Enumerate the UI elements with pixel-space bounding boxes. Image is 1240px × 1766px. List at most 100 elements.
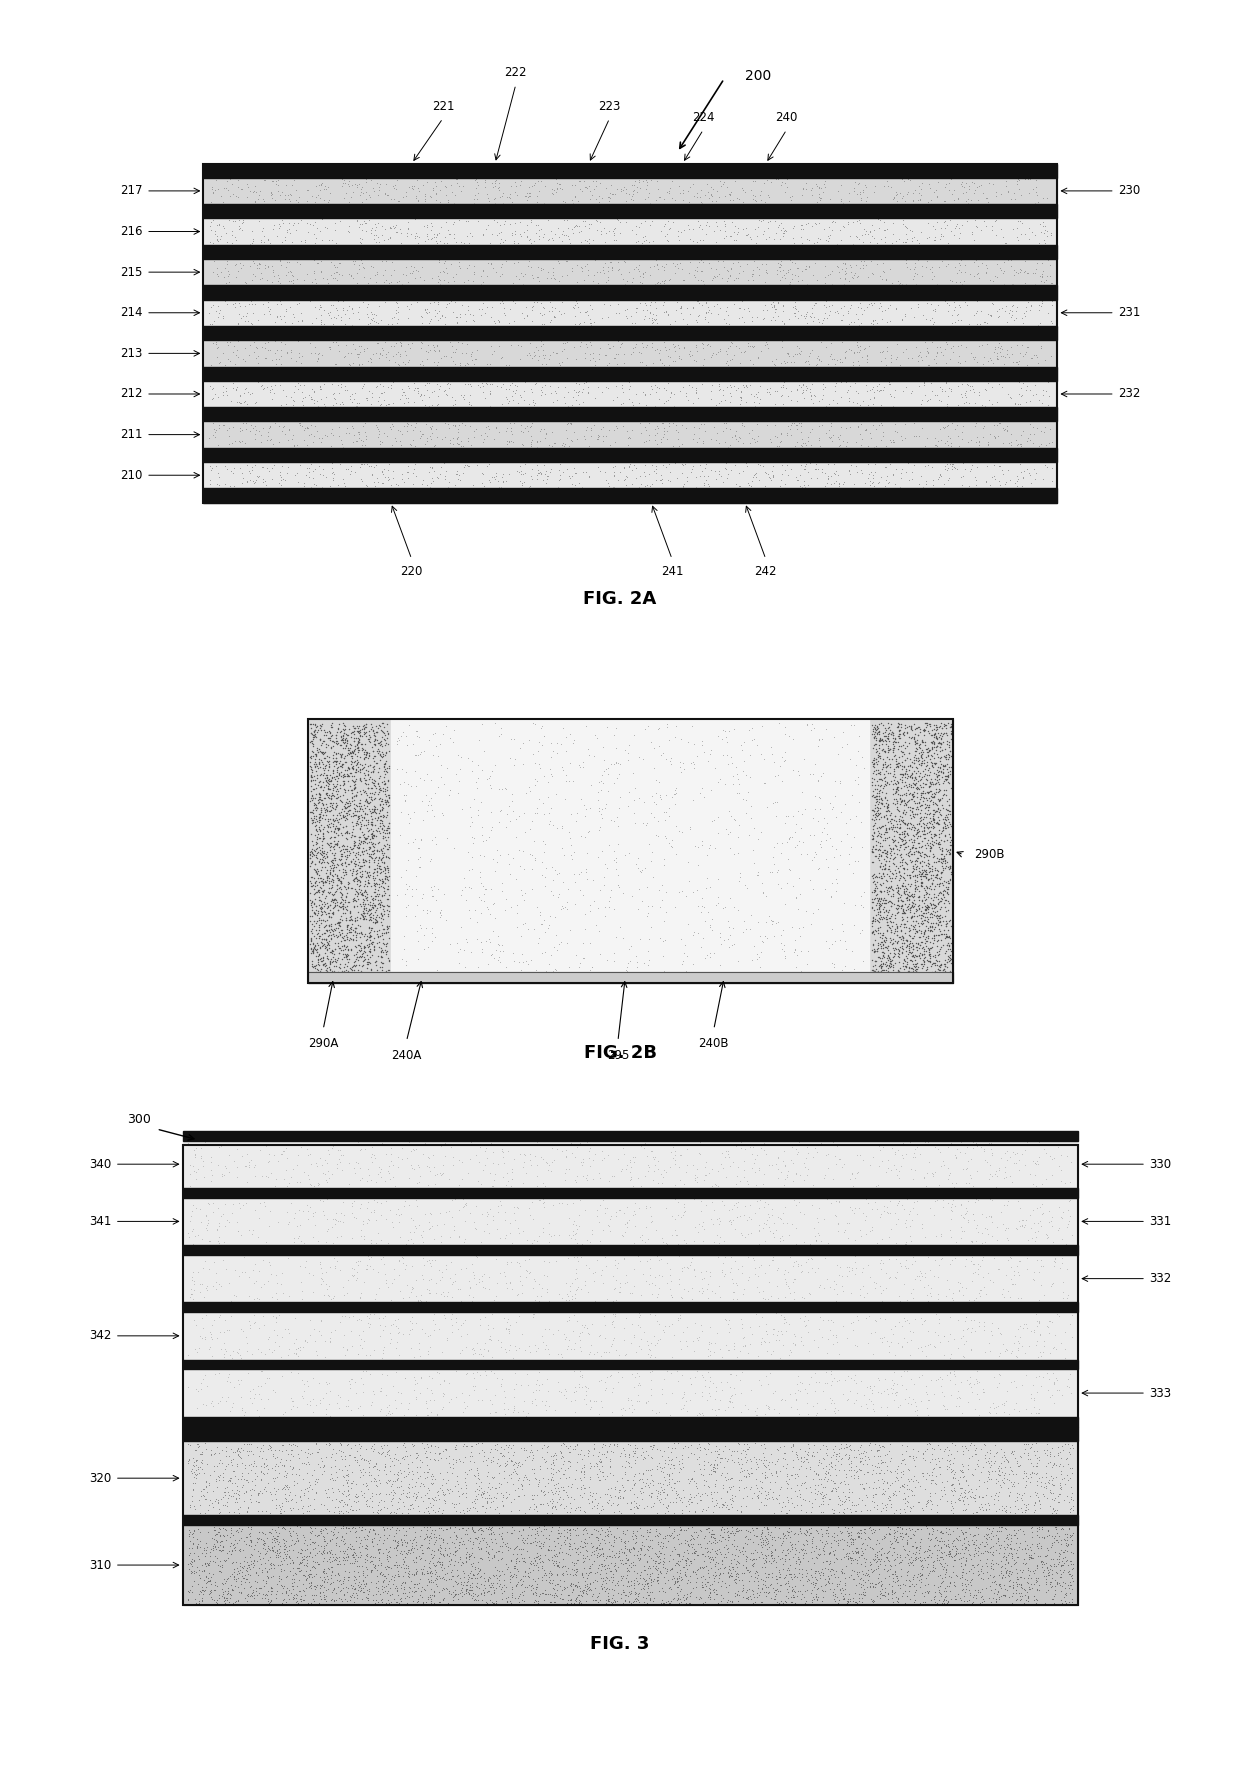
Point — [884, 936, 904, 964]
Point — [894, 1535, 914, 1563]
Point — [348, 728, 368, 756]
Point — [893, 890, 913, 918]
Point — [1012, 304, 1032, 332]
Point — [884, 901, 904, 929]
Point — [930, 1579, 950, 1607]
Point — [533, 466, 553, 494]
Point — [924, 828, 944, 857]
Point — [775, 809, 795, 837]
Point — [449, 1196, 469, 1224]
Point — [1037, 1224, 1056, 1252]
Point — [340, 1369, 360, 1397]
Point — [869, 738, 889, 766]
Point — [373, 857, 393, 885]
Point — [782, 1328, 802, 1356]
Point — [1007, 1584, 1027, 1612]
Point — [366, 908, 386, 936]
Point — [706, 1171, 725, 1199]
Point — [407, 1556, 427, 1584]
Point — [870, 878, 890, 906]
Point — [210, 297, 229, 325]
Point — [985, 461, 1004, 489]
Point — [894, 1471, 914, 1499]
Point — [303, 842, 322, 871]
Point — [1017, 1531, 1037, 1559]
Point — [367, 1455, 387, 1483]
Point — [885, 1340, 905, 1369]
Point — [319, 807, 339, 835]
Point — [443, 346, 463, 374]
Point — [211, 1528, 231, 1556]
Point — [410, 1462, 430, 1491]
Point — [244, 1584, 264, 1612]
Point — [278, 1473, 298, 1501]
Point — [889, 1588, 909, 1616]
Point — [743, 1513, 763, 1542]
Point — [990, 302, 1009, 330]
Point — [781, 185, 801, 214]
Point — [370, 869, 389, 897]
Point — [402, 1314, 422, 1342]
Point — [574, 1528, 594, 1556]
Point — [920, 945, 940, 973]
Point — [874, 844, 894, 872]
Point — [768, 1565, 787, 1593]
Point — [195, 1566, 215, 1595]
Point — [642, 1586, 662, 1614]
Point — [929, 938, 949, 966]
Point — [413, 1141, 433, 1169]
Point — [374, 1452, 394, 1480]
Point — [346, 924, 366, 952]
Point — [777, 1556, 797, 1584]
Point — [300, 752, 320, 781]
Point — [525, 1143, 544, 1171]
Point — [932, 920, 952, 948]
Point — [687, 742, 707, 770]
Point — [392, 332, 412, 360]
Point — [945, 1370, 965, 1399]
Point — [849, 1543, 869, 1572]
Point — [370, 740, 389, 768]
Point — [434, 879, 454, 908]
Point — [640, 1533, 660, 1561]
Point — [866, 869, 885, 897]
Point — [888, 1565, 908, 1593]
Point — [856, 1469, 875, 1498]
Point — [903, 851, 923, 879]
Point — [703, 175, 723, 203]
Point — [594, 758, 614, 786]
Point — [848, 1538, 868, 1566]
Point — [711, 1483, 730, 1512]
Point — [1004, 1487, 1024, 1515]
Point — [368, 887, 388, 915]
Point — [448, 302, 467, 330]
Point — [761, 168, 781, 196]
Point — [884, 1551, 904, 1579]
Point — [660, 1469, 680, 1498]
Point — [438, 1589, 458, 1618]
Point — [1060, 1538, 1080, 1566]
Point — [179, 1430, 198, 1459]
Point — [751, 1528, 771, 1556]
Point — [901, 1524, 921, 1552]
Point — [936, 1282, 956, 1310]
Point — [991, 1554, 1011, 1582]
Point — [529, 215, 549, 244]
Point — [782, 1572, 802, 1600]
Point — [572, 1475, 591, 1503]
Point — [340, 906, 360, 934]
Point — [481, 798, 501, 826]
Point — [702, 1487, 722, 1515]
Point — [635, 1162, 655, 1190]
Point — [846, 1491, 866, 1519]
Point — [966, 1581, 986, 1609]
Point — [606, 411, 626, 440]
Point — [414, 297, 434, 325]
Point — [785, 1540, 805, 1568]
Point — [777, 1554, 797, 1582]
Point — [403, 175, 423, 203]
Point — [346, 945, 366, 973]
Point — [606, 1286, 626, 1314]
Point — [745, 1559, 765, 1588]
Point — [520, 226, 539, 254]
